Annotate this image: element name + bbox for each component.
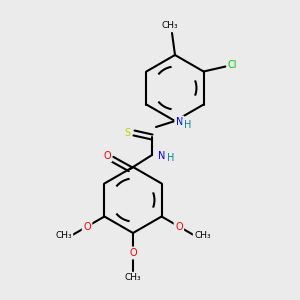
Text: O: O: [129, 248, 137, 258]
Text: CH₃: CH₃: [125, 274, 141, 283]
Text: Cl: Cl: [228, 61, 237, 70]
Text: CH₃: CH₃: [194, 231, 211, 240]
Text: H: H: [167, 153, 175, 163]
Text: S: S: [124, 128, 130, 138]
Text: CH₃: CH₃: [162, 20, 178, 29]
Text: O: O: [103, 151, 111, 161]
Text: O: O: [175, 221, 183, 232]
Text: O: O: [83, 221, 91, 232]
Text: N: N: [176, 117, 183, 127]
Text: H: H: [184, 120, 191, 130]
Text: CH₃: CH₃: [55, 231, 72, 240]
Text: N: N: [158, 151, 166, 161]
